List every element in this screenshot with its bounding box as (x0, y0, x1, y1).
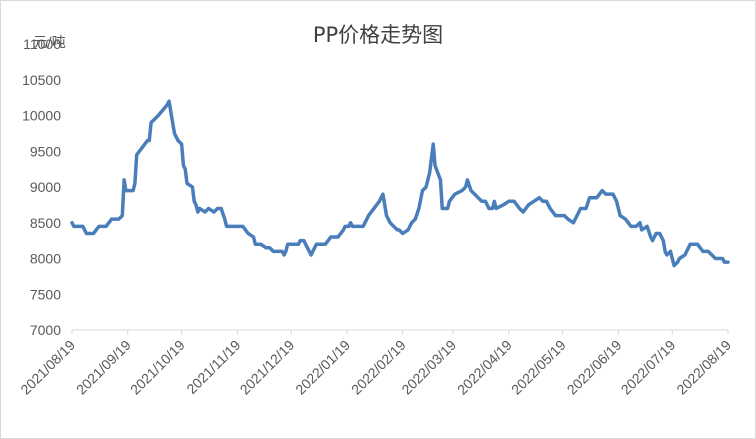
x-tick-label: 2021/11/19 (183, 337, 243, 397)
y-tick-label: 8000 (30, 251, 61, 267)
y-tick-label: 9000 (30, 179, 61, 195)
x-tick-label: 2022/03/19 (398, 337, 459, 398)
x-tick-label: 2022/05/19 (508, 337, 569, 398)
x-tick-label: 2022/07/19 (618, 337, 679, 398)
y-unit-label: 元/吨 (33, 35, 66, 51)
series-layer (70, 99, 730, 268)
x-tick-label: 2021/08/19 (17, 337, 78, 398)
x-tick-label: 2022/08/19 (673, 337, 734, 398)
x-tick-label: 2021/10/19 (127, 337, 188, 398)
x-tick-label: 2021/09/19 (73, 337, 134, 398)
x-axis: 2021/08/192021/09/192021/10/192021/11/19… (17, 329, 734, 398)
y-tick-label: 7500 (30, 286, 61, 302)
x-tick-label: 2022/06/19 (564, 337, 625, 398)
y-tick-label: 10000 (22, 108, 61, 124)
y-tick-label: 7000 (30, 322, 61, 338)
y-tick-label: 9500 (30, 143, 61, 159)
y-tick-label: 10500 (22, 72, 61, 88)
chart-title: PP价格走势图 (313, 23, 443, 47)
x-tick-label: 2022/01/19 (292, 337, 353, 398)
y-tick-label: 8500 (30, 215, 61, 231)
x-tick-label: 2021/12/19 (237, 337, 298, 398)
price-series-line (70, 99, 730, 268)
y-tick-label: 11000 (23, 36, 61, 52)
y-axis: 7000 7500 8000 8500 9000 9500 10000 10500 11000 (22, 36, 61, 338)
x-tick-label: 2022/04/19 (454, 337, 515, 398)
